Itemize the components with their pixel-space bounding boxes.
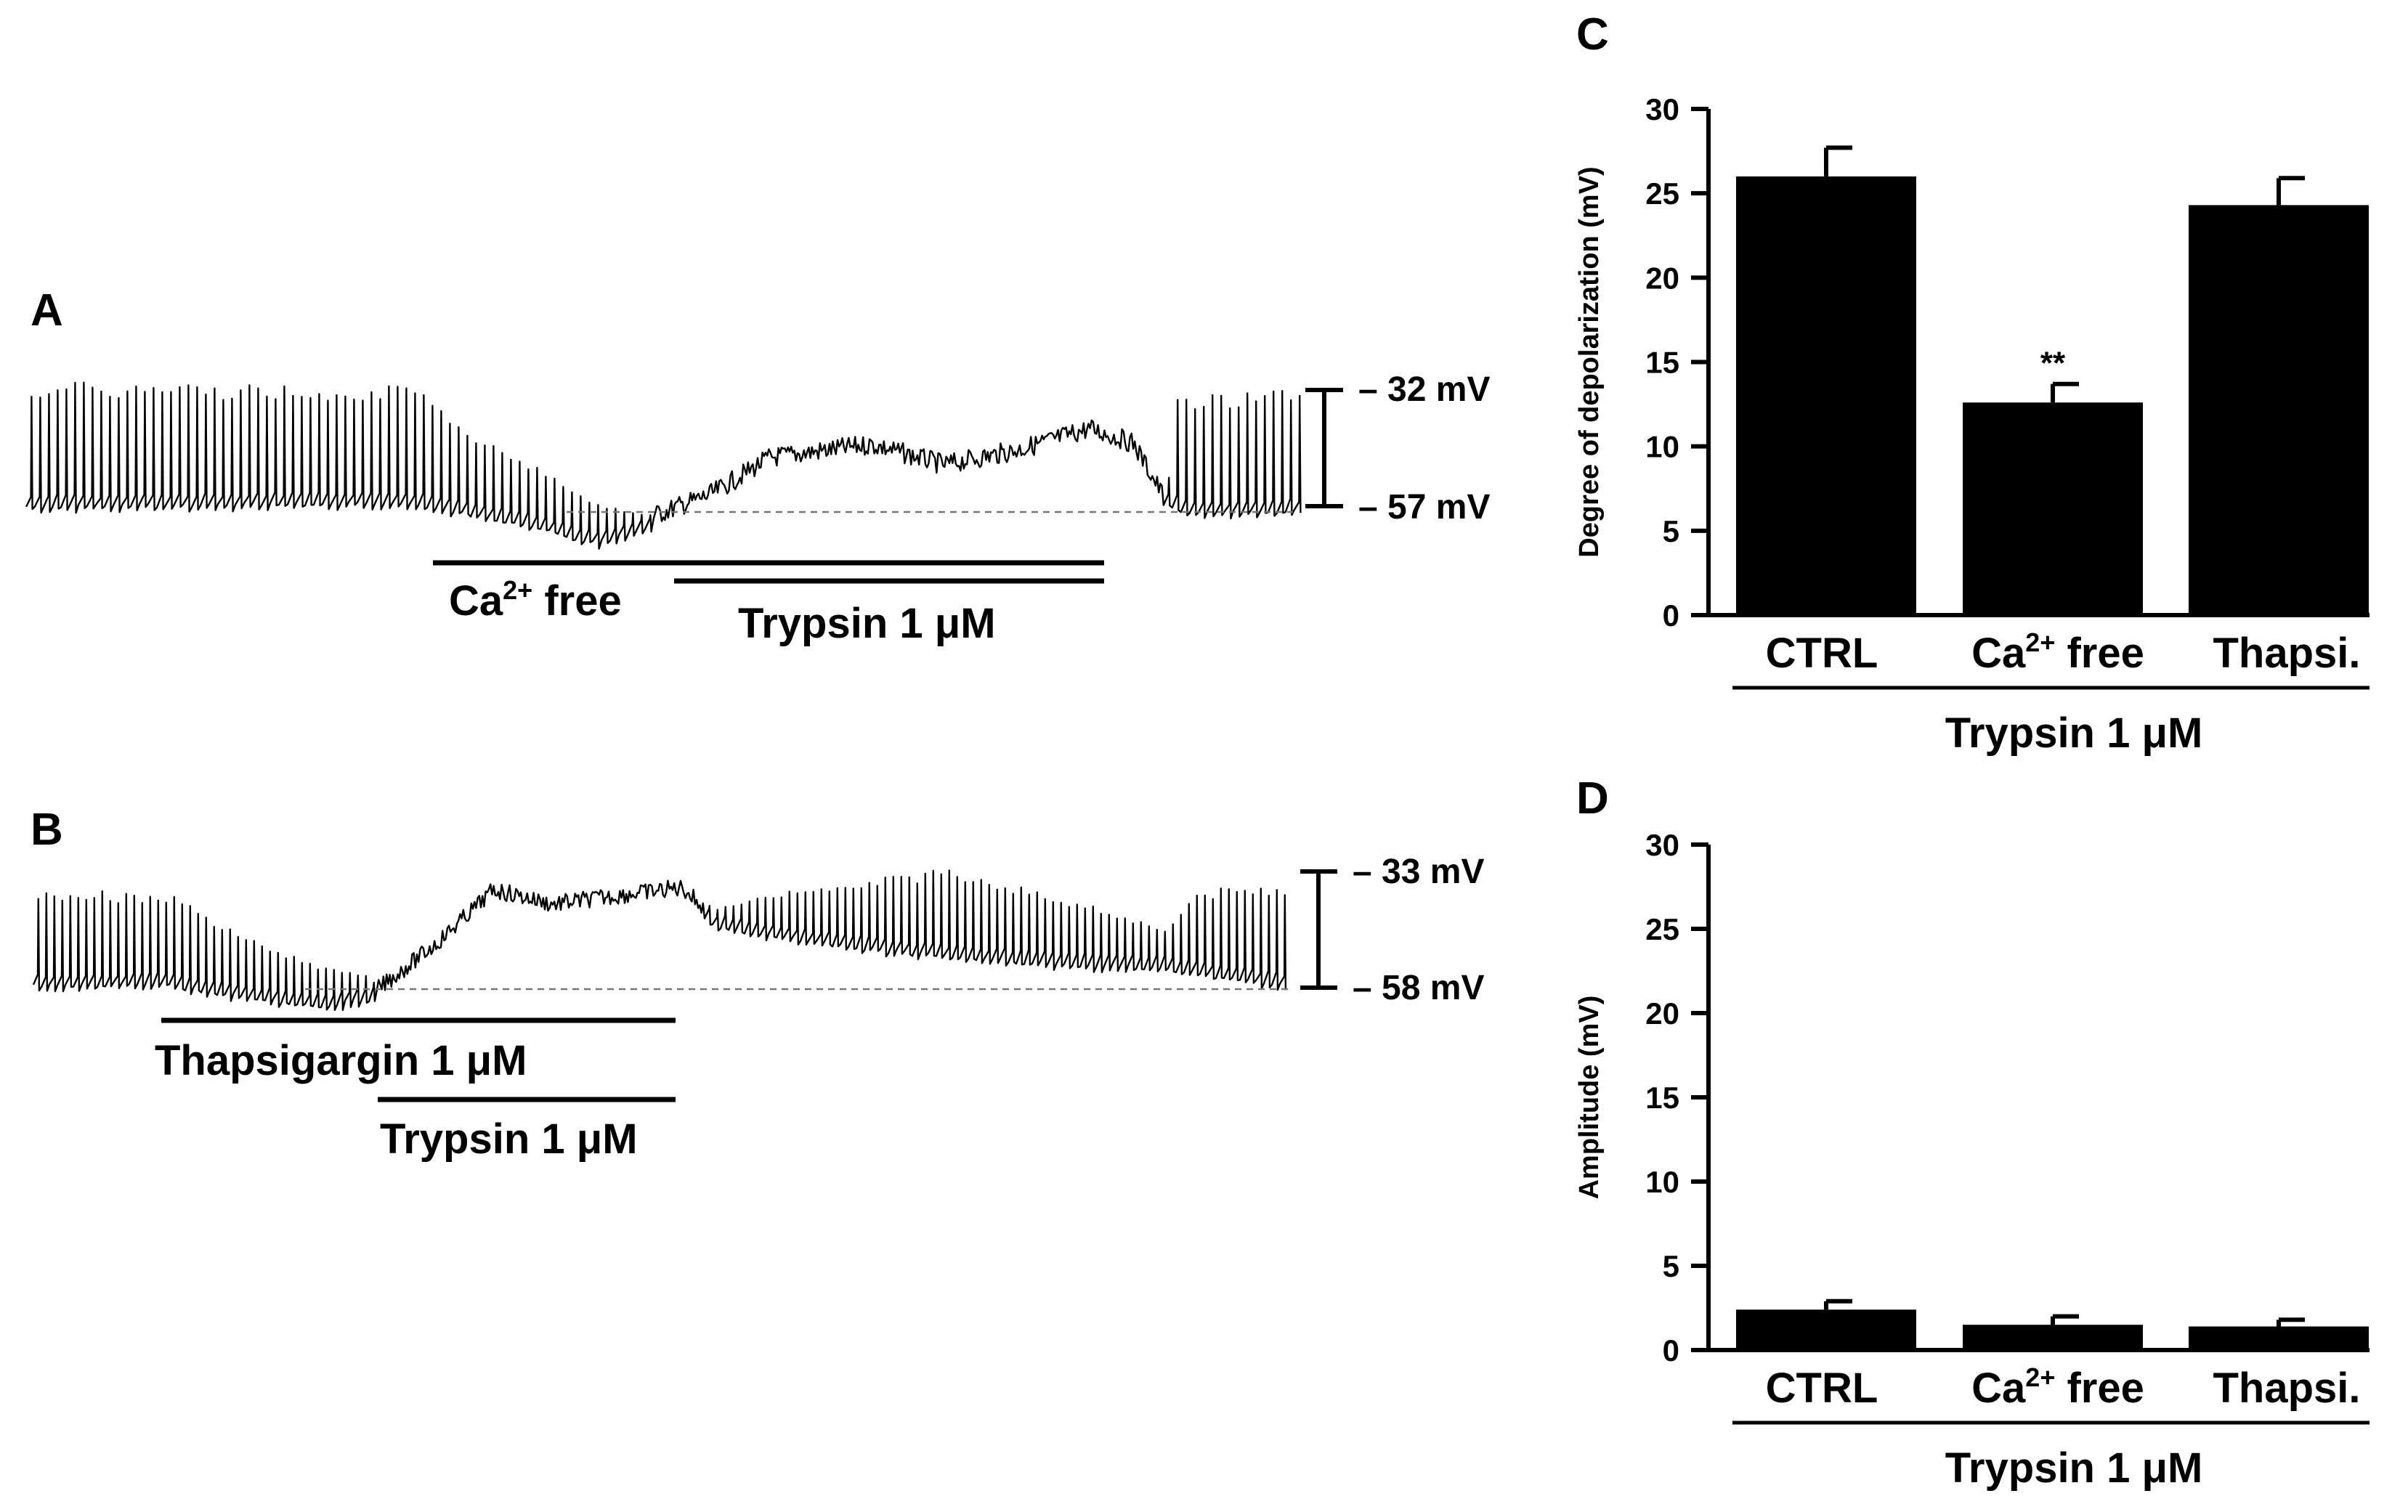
category-label: Ca2+ free	[1971, 1362, 2144, 1412]
panel-a-membrane-trace	[25, 381, 1302, 550]
category-label: CTRL	[1766, 1365, 1878, 1412]
y-tick-label: 0	[1663, 1333, 1679, 1367]
panel-b-scale-bottom-label: – 58 mV	[1353, 969, 1484, 1007]
panel-a-ca-free-label: Ca2+ free	[449, 575, 622, 625]
x-axis-group-label: Trypsin 1 μM	[1945, 1444, 2203, 1492]
y-tick-label: 15	[1645, 346, 1679, 380]
panel-b-thapsigargin-label: Thapsigargin 1 μM	[155, 1037, 527, 1084]
bar	[1963, 402, 2143, 615]
panel-c-letter: C	[1576, 9, 1609, 60]
panel-c-bar-chart: 0 5 10 15 20 25 30 Degree of depolarization (mV…	[1574, 92, 2370, 757]
y-axis-label: Degree of depolarization (mV)	[1574, 166, 1605, 557]
panel-a-trypsin-label: Trypsin 1 μM	[738, 600, 996, 647]
y-axis-label: Amplitude (mV)	[1574, 996, 1605, 1200]
y-tick-label: 25	[1645, 176, 1679, 211]
panel-a-scale-bar	[1305, 388, 1343, 508]
category-label: Thapsi.	[2213, 1365, 2360, 1412]
panel-a: A – 32 mV – 57 mV Ca2+ free Trypsin 1 μM	[25, 285, 1490, 647]
panel-a-letter: A	[31, 285, 63, 336]
category-label: Thapsi.	[2213, 630, 2360, 677]
y-tick-label: 10	[1645, 1165, 1679, 1199]
y-tick-label: 30	[1645, 92, 1679, 126]
y-tick-label: 5	[1663, 1249, 1679, 1283]
panel-a-scale-top-label: – 32 mV	[1358, 370, 1490, 409]
y-tick-label: 0	[1663, 598, 1679, 633]
panel-b-trypsin-label: Trypsin 1 μM	[380, 1115, 638, 1163]
y-tick-label: 10	[1645, 430, 1679, 464]
panel-b-membrane-trace	[32, 869, 1287, 1012]
bar	[2189, 205, 2369, 615]
category-label: Ca2+ free	[1971, 627, 2144, 677]
y-tick-label: 25	[1645, 912, 1679, 946]
y-tick-label: 15	[1645, 1081, 1679, 1115]
panel-b: B – 33 mV – 58 mV Thapsigargin 1 μM Tryp…	[31, 805, 1484, 1163]
panel-b-letter: B	[31, 805, 63, 855]
y-tick-label: 30	[1645, 828, 1679, 862]
panel-d-bar-chart: 0 5 10 15 20 25 30 Amplitude (mV) CTRL Ca2+ free T…	[1574, 828, 2370, 1492]
panel-b-scale-top-label: – 33 mV	[1353, 853, 1484, 891]
bar	[1736, 1309, 1916, 1350]
x-axis-group-label: Trypsin 1 μM	[1945, 710, 2203, 757]
y-tick-label: 5	[1663, 514, 1679, 548]
panel-a-scale-bottom-label: – 57 mV	[1358, 488, 1490, 527]
bar	[1736, 176, 1916, 615]
bar	[2189, 1326, 2369, 1350]
y-tick-label: 20	[1645, 996, 1679, 1031]
panel-d: D 0 5 10 15 20 25 30 Amplitude (mV) CTRL Ca2+ fre…	[1574, 773, 2370, 1492]
panel-b-scale-bar	[1300, 869, 1337, 990]
panel-d-letter: D	[1576, 773, 1609, 824]
panel-c: C 0 5 10 15 20 25 30 Degree of depolarization (…	[1574, 9, 2370, 757]
bar	[1963, 1325, 2143, 1350]
y-tick-label: 20	[1645, 261, 1679, 295]
category-label: CTRL	[1766, 630, 1878, 677]
significance-marker: **	[2040, 346, 2066, 381]
